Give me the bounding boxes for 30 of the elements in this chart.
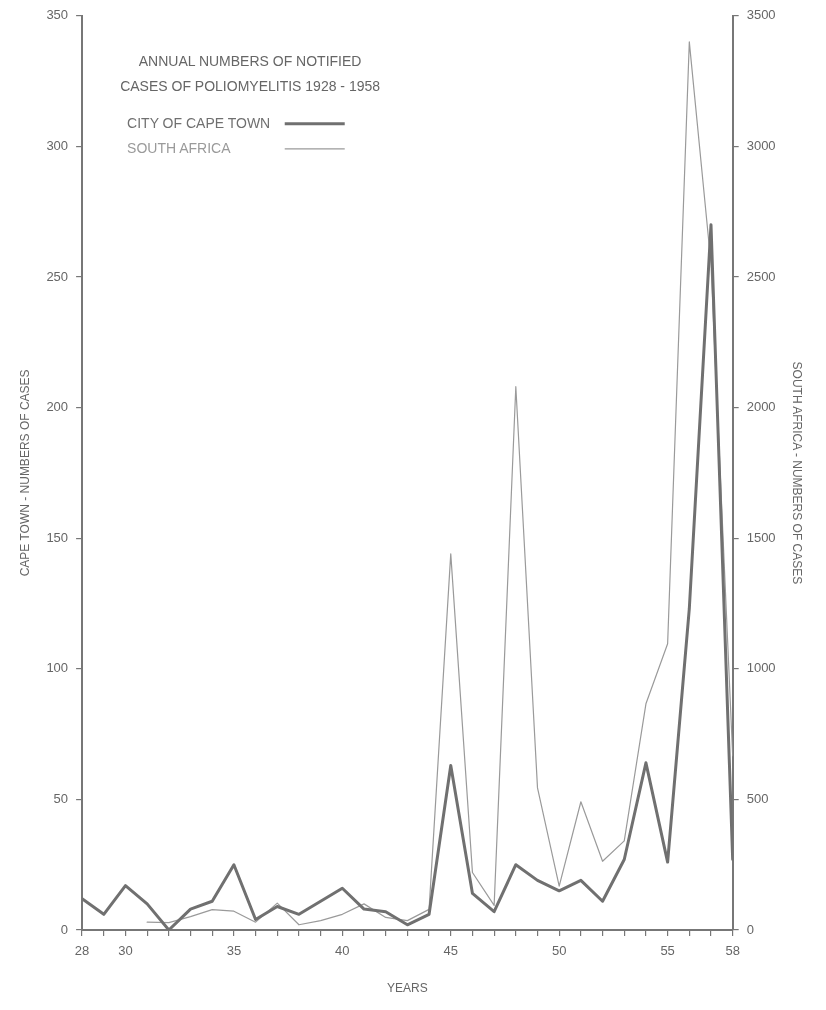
y2-tick-label: 3500 (746, 7, 776, 23)
y-tick-label: 300 (46, 137, 69, 153)
y2-tick-label: 2500 (746, 268, 776, 284)
y-tick-label: 100 (46, 660, 69, 676)
y-tick-label: 350 (46, 7, 69, 23)
y-tick-label: 250 (46, 268, 69, 284)
x-tick-label: 55 (660, 943, 675, 959)
y-axis-title: CAPE TOWN - NUMBERS OF CASES (17, 369, 32, 577)
x-axis-title: YEARS (387, 981, 428, 996)
y2-axis-title: SOUTH AFRICA - NUMBERS OF CASES (790, 361, 805, 585)
y2-tick-label: 1000 (746, 660, 776, 676)
y-tick-label: 0 (60, 921, 69, 937)
legend-label: CITY OF CAPE TOWN (127, 114, 271, 131)
y2-tick-label: 3000 (746, 137, 776, 153)
x-tick-label: 45 (443, 943, 458, 959)
y2-tick-label: 500 (746, 790, 769, 806)
y-tick-label: 150 (46, 529, 69, 545)
y2-tick-label: 0 (746, 921, 754, 937)
x-tick-label: 30 (118, 943, 133, 959)
y-tick-label: 200 (46, 399, 69, 415)
y-tick-label: 50 (53, 790, 69, 806)
x-tick-label: 35 (226, 943, 242, 959)
x-tick-label: 28 (74, 943, 90, 959)
x-tick-label: 58 (725, 943, 740, 959)
x-tick-label: 50 (551, 943, 567, 959)
text: SOUTH AFRICA (127, 139, 232, 156)
y2-tick-label: 1500 (746, 529, 776, 545)
text: ANNUAL NUMBERS OF NOTIFIED CASES OF POLIOMYELITIS 1928 - 1958 (120, 52, 381, 94)
x-tick-label: 40 (335, 943, 350, 959)
y2-tick-label: 2000 (746, 399, 776, 415)
